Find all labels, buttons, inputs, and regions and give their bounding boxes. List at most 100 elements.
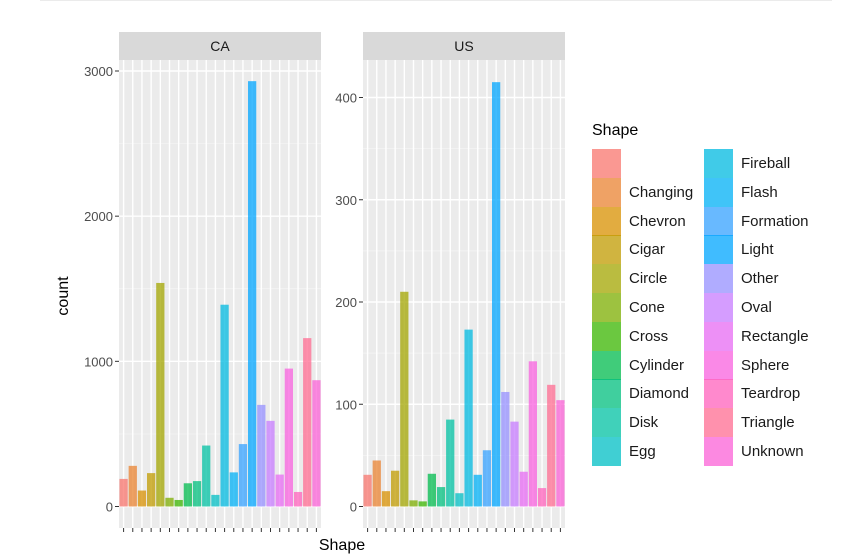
bar-unknown [312,380,321,507]
legend-label: Cross [629,327,669,345]
bar-blank [119,478,128,507]
y-axis-label: count [55,276,72,316]
legend-key [704,177,733,207]
bar-fireball [220,304,229,507]
bar-diamond [192,481,202,507]
legend-key [704,264,733,294]
legend-label: Rectangle [741,327,809,345]
y-tick-label: 400 [335,91,357,106]
bar-formation [482,450,492,507]
bar-blank [363,474,372,507]
y-tick-label: 300 [335,193,357,208]
bar-unknown [556,400,565,507]
bar-rectangle [519,471,528,507]
bar-cylinder [183,483,192,507]
bar-cigar [147,473,156,507]
bar-disk [202,445,211,507]
y-tick-label: 0 [350,500,357,515]
legend-label: Cylinder [629,356,685,374]
legend-label: Cigar [629,241,665,259]
legend-label: Diamond [629,385,690,403]
legend-label: Unknown [741,443,804,460]
legend-key [704,149,733,178]
bar-diamond [436,487,446,507]
y-tick-label: 100 [335,397,357,412]
bar-oval [266,420,275,507]
legend-key [592,437,621,466]
legend-key [592,408,621,438]
y-tick-label: 0 [106,500,113,515]
bar-teardrop [293,491,303,507]
legend-key [704,206,733,236]
legend-key [704,350,733,380]
bar-circle [156,282,165,507]
bar-teardrop [537,488,547,507]
legend: Shape Changing Chevron Cigar Circle Cone Cros… [592,120,832,480]
legend-key [704,408,733,438]
legend-label: Formation [741,212,809,230]
legend-label: Other [741,270,779,288]
x-axis-label: Shape [319,537,365,554]
legend-key [592,293,621,322]
legend-key [592,235,621,265]
legend-key [592,206,621,236]
y-tick-label: 3000 [84,64,113,79]
bar-flash [473,474,482,507]
legend-key [592,264,621,294]
bar-rectangle [275,474,284,507]
legend-key [592,321,621,351]
legend-label: Disk [629,414,659,432]
legend-key [704,379,733,409]
legend-key [592,177,621,207]
legend-key [592,350,621,380]
legend-label: Chevron [629,212,686,230]
bar-light [492,82,501,507]
legend-label: Egg [629,443,656,460]
facet-strip [119,32,321,60]
bar-cylinder [427,473,436,507]
bar-cone [409,500,418,507]
bar-triangle [547,384,556,507]
bar-oval [510,421,519,507]
bar-disk [446,419,455,507]
bar-chevron [381,491,391,507]
bar-light [248,81,257,507]
legend-key [704,235,733,265]
legend-label: Triangle [741,414,795,432]
bar-egg [455,493,464,507]
legend-key [592,379,621,409]
legend-label: Light [741,241,774,259]
bar-cross [418,501,427,507]
bar-flash [229,472,238,507]
legend-label: Sphere [741,356,790,374]
bar-other [257,404,266,507]
bar-chevron [137,490,147,507]
facet-strip [363,32,565,60]
bar-fireball [464,329,473,507]
legend-key [704,437,733,466]
bar-sphere [284,368,293,507]
bar-egg [211,494,220,507]
legend-label: Teardrop [741,385,801,403]
legend-label: Oval [741,299,772,316]
legend-title: Shape [592,122,639,139]
bar-other [501,391,510,507]
bar-triangle [303,338,312,507]
bar-cone [165,497,174,507]
bar-circle [400,291,409,507]
legend-label: Changing [629,183,694,201]
y-tick-label: 200 [335,295,357,310]
legend-label: Flash [741,183,778,201]
bar-changing [372,460,381,507]
top-rule [40,0,832,1]
legend-label: Cone [629,299,665,316]
bar-formation [238,444,248,507]
bar-cross [174,499,183,507]
legend-label: Fireball [741,155,791,172]
bar-cigar [391,470,400,507]
legend-key [704,293,733,322]
facet-strip-label: CA [210,38,230,54]
facet-strip-label: US [454,38,473,54]
legend-key [592,149,621,178]
